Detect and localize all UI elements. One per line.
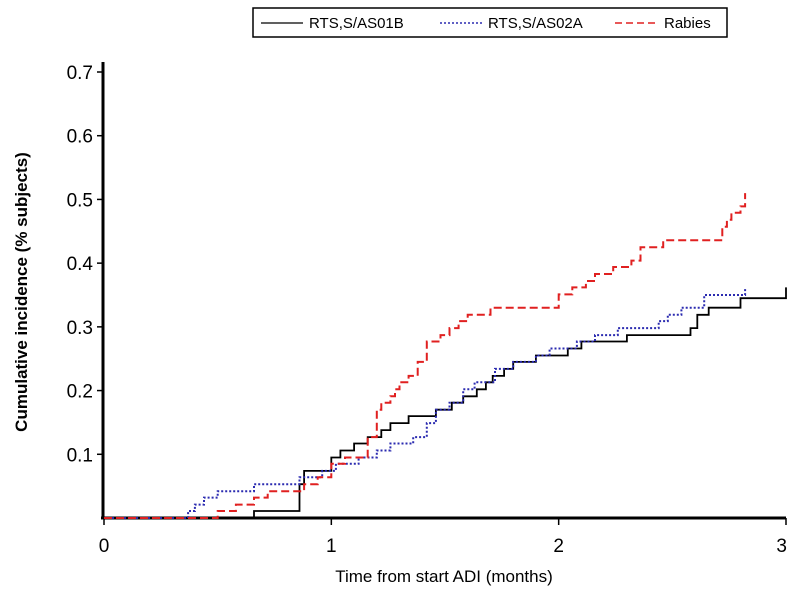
series-line-1: [104, 287, 747, 519]
legend-label-2: Rabies: [664, 15, 711, 32]
y-tick-label: 0.6: [67, 127, 93, 148]
legend: RTS,S/AS01B RTS,S/AS02A Rabies: [252, 7, 728, 38]
y-tick-label: 0.1: [67, 445, 93, 466]
y-ticks: 0.1 0.2 0.3 0.4 0.5 0.6 0.7: [67, 63, 103, 466]
y-tick-label: 0.2: [67, 382, 93, 403]
y-tick-label: 0.7: [67, 63, 93, 84]
y-tick-label: 0.3: [67, 318, 93, 339]
series-line-0: [104, 287, 787, 519]
series-line-2: [104, 193, 747, 519]
x-tick-label: 2: [553, 536, 564, 557]
x-tick-label: 0: [99, 536, 110, 557]
y-tick-label: 0.5: [67, 190, 93, 211]
y-axis-title: Cumulative incidence (% subjects): [12, 152, 31, 432]
x-axis-title: Time from start ADI (months): [335, 567, 553, 586]
x-ticks: 0 1 2 3: [99, 518, 787, 557]
y-tick-label: 0.4: [67, 254, 94, 275]
series-layer: [104, 193, 787, 519]
legend-label-1: RTS,S/AS02A: [488, 15, 583, 32]
x-tick-label: 3: [776, 536, 787, 557]
axes: [101, 62, 786, 520]
legend-label-0: RTS,S/AS01B: [309, 15, 404, 32]
x-tick-label: 1: [326, 536, 337, 557]
